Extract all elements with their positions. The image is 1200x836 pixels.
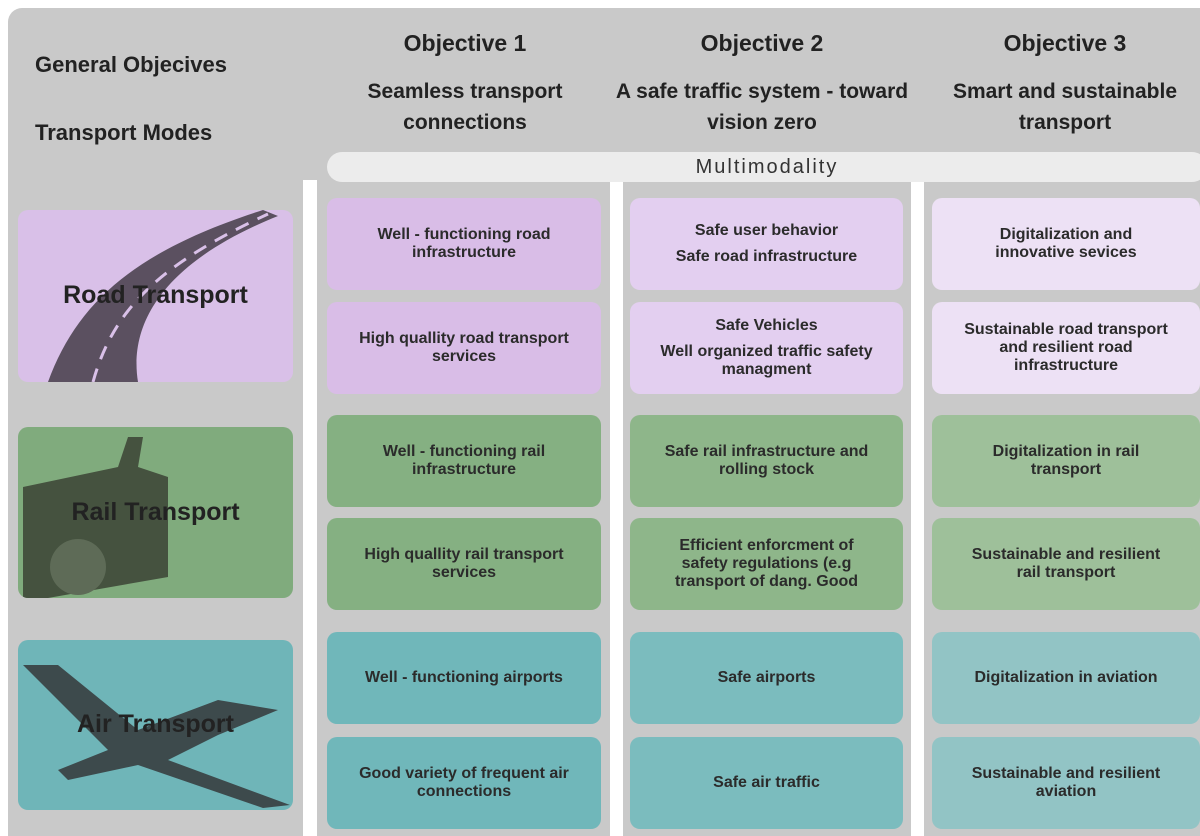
separator <box>610 180 623 836</box>
mode-icon <box>48 210 278 382</box>
objective-subtitle: Smart and sustainable transport <box>952 80 1178 134</box>
objective-card: Efficient enforcment of safety regulatio… <box>630 518 903 610</box>
objective-card: High quallity road transport services <box>327 302 601 394</box>
mode-box: Rail Transport <box>18 427 293 598</box>
objective-card: Sustainable and resilient aviation <box>932 737 1200 829</box>
card-text: Safe road infrastructure <box>675 248 858 265</box>
card-text: Safe airports <box>717 669 816 686</box>
mode-label: Air Transport <box>77 710 234 738</box>
objective-card: Digitalization in rail transport <box>932 415 1200 507</box>
card-text: High quallity rail transport services <box>364 546 564 581</box>
mode-label: Road Transport <box>63 281 248 309</box>
card-text: Safe rail infrastructure and rolling sto… <box>664 443 869 478</box>
general-objectives: General Objecives <box>35 52 227 77</box>
card-text: Well - functioning road infrastructure <box>377 226 551 261</box>
card-text: Safe air traffic <box>713 774 820 791</box>
objective-card: Good variety of frequent air connections <box>327 737 601 829</box>
mode-label: Rail Transport <box>71 497 240 526</box>
objective-card: Safe air traffic <box>630 737 903 829</box>
objective-card: Well - functioning rail infrastructure <box>327 415 601 507</box>
multimodality-bar: Multimodality <box>327 152 1200 182</box>
objective-card: Safe rail infrastructure and rolling sto… <box>630 415 903 507</box>
objective-title: Objective 2 <box>700 30 824 56</box>
mode-box: Road Transport <box>18 210 293 382</box>
separator <box>303 180 317 836</box>
card-text: Well organized traffic safety managment <box>660 343 873 378</box>
objective-subtitle: Seamless transport connections <box>367 80 563 134</box>
transport-modes: Transport Modes <box>35 120 213 145</box>
card-text: Good variety of frequent air connections <box>359 765 569 800</box>
mode-box: Air Transport <box>18 640 293 810</box>
card-text: Sustainable and resilient rail transport <box>971 546 1161 581</box>
card-text: Sustainable road transport and resilient… <box>964 321 1168 374</box>
objective-card: Well - functioning airports <box>327 632 601 724</box>
separator <box>911 180 924 836</box>
card-text: Safe Vehicles <box>715 317 818 334</box>
card-text: Efficient enforcment of safety regulatio… <box>674 537 859 590</box>
card-text: Digitalization in aviation <box>974 669 1158 686</box>
mode-icon <box>23 665 290 808</box>
objective-card: Well - functioning road infrastructure <box>327 198 601 290</box>
mode-icon <box>23 437 168 598</box>
card-text: High quallity road transport services <box>359 330 569 365</box>
objective-card: Digitalization in aviation <box>932 632 1200 724</box>
objective-title: Objective 3 <box>1003 30 1127 56</box>
card-text: Sustainable and resilient aviation <box>971 765 1161 800</box>
card-text: Well - functioning airports <box>365 669 563 686</box>
card-text: Well - functioning rail infrastructure <box>382 443 546 478</box>
objective-card: Safe user behavior Safe road infrastructu… <box>630 198 903 290</box>
card-text: Safe user behavior <box>694 222 839 239</box>
objective-title: Objective 1 <box>403 30 527 56</box>
objective-card: Safe airports <box>630 632 903 724</box>
objective-card: High quallity rail transport services <box>327 518 601 610</box>
objective-card: Safe Vehicles Well organized traffic safe… <box>630 302 903 394</box>
objective-card: Sustainable and resilient rail transport <box>932 518 1200 610</box>
objective-card: Digitalization and innovative sevices <box>932 198 1200 290</box>
card-text: Digitalization and innovative sevices <box>995 226 1137 261</box>
card-text: Digitalization in rail transport <box>992 443 1140 478</box>
objective-subtitle: A safe traffic system - toward vision ze… <box>615 80 909 134</box>
objective-card: Sustainable road transport and resilient… <box>932 302 1200 394</box>
